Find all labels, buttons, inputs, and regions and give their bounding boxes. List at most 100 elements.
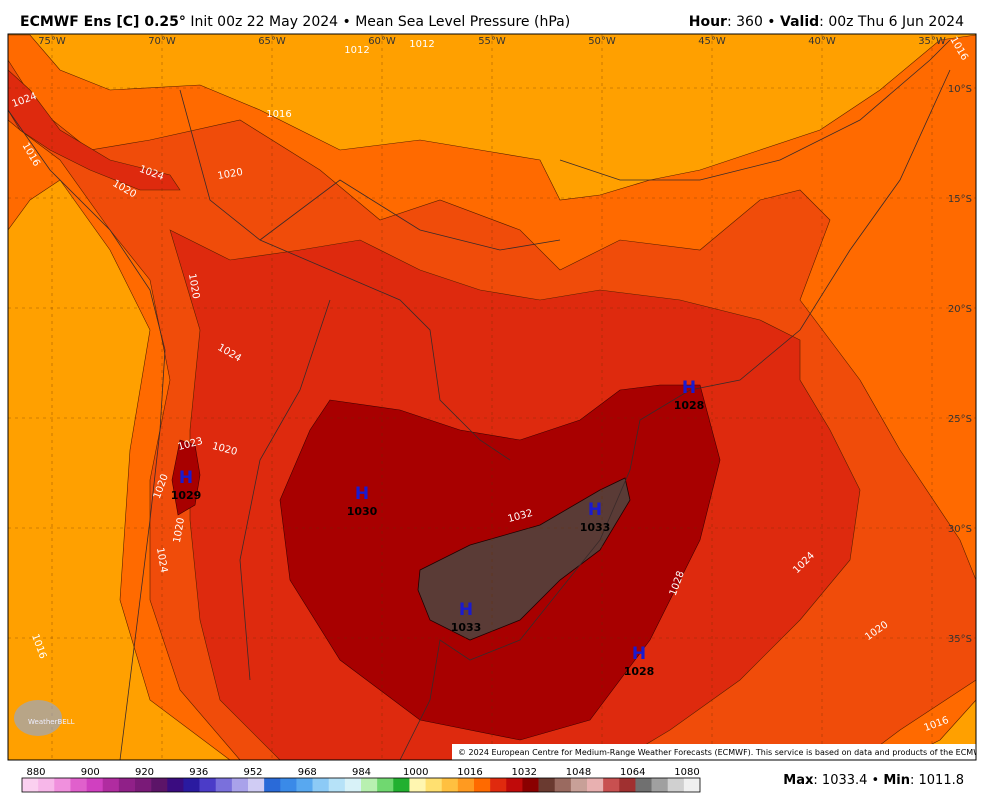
colorbar-cell (312, 778, 330, 792)
high-marker: H (682, 378, 696, 398)
min-label: Min (883, 773, 910, 788)
colorbar-label: 1080 (674, 767, 699, 778)
region-1032 (417, 477, 631, 641)
colorbar-cell (570, 778, 588, 792)
colorbar-label: 900 (81, 767, 100, 778)
colorbar-cell (167, 778, 184, 792)
colorbar-cell (215, 778, 233, 792)
max-label: Max (783, 773, 814, 788)
description: Init 00z 22 May 2024 • Mean Sea Level Pr… (190, 14, 570, 30)
colorbar-cell (683, 778, 701, 792)
longitude-label: 65°W (258, 36, 286, 47)
contour-label: 1012 (344, 45, 369, 56)
model: ECMWF Ens [C] 0.25° (20, 14, 186, 30)
min-value: : 1011.8 (910, 773, 964, 788)
colorbar-cell (102, 778, 120, 792)
colorbar-frame (21, 777, 701, 793)
high-value: 1029 (171, 489, 202, 502)
colorbar-cell (344, 778, 362, 792)
high-marker: H (355, 484, 369, 504)
colorbar-label: 1000 (403, 767, 428, 778)
longitude-label: 55°W (478, 36, 506, 47)
colorbar-cell (231, 778, 249, 792)
colorbar-cell (457, 778, 475, 792)
contour-label: 1020 (172, 517, 187, 544)
logo (14, 700, 62, 736)
map: 75°W 70°W 65°W 60°W 55°W 50°W 45°W 40°W 35°W 10°S… (8, 34, 984, 760)
colorbar-label: 1048 (566, 767, 591, 778)
colorbar-label: 920 (135, 767, 154, 778)
colorbar-cell (151, 778, 168, 792)
hour-value: : 360 • (727, 14, 780, 30)
header-left: ECMWF Ens [C] 0.25° Init 00z 22 May 2024… (20, 14, 570, 30)
colorbar-cell (554, 778, 572, 792)
latitude-label: 15°S (948, 194, 972, 205)
longitude-label: 50°W (588, 36, 616, 47)
copyright: © 2024 European Centre for Medium-Range … (458, 748, 984, 757)
latitude-label: 35°S (948, 634, 972, 645)
latitude-label: 10°S (948, 84, 972, 95)
valid-label: Valid (780, 14, 819, 30)
longitude-label: 75°W (38, 36, 66, 47)
colorbar-label: 968 (298, 767, 317, 778)
high-value: 1028 (624, 665, 655, 678)
valid-value: : 00z Thu 6 Jun 2024 (819, 14, 964, 30)
colorbar-cell (587, 778, 604, 792)
colorbar-cell (118, 778, 136, 792)
colorbar-cell (409, 778, 426, 792)
longitude-label: 60°W (368, 36, 396, 47)
footer-stats: Max: 1033.4 • Min: 1011.8 (783, 773, 964, 788)
longitude-label: 70°W (148, 36, 176, 47)
colorbar-label: 1016 (457, 767, 482, 778)
colorbar-cell (635, 778, 652, 792)
copyright-box (452, 744, 976, 760)
colorbar-cell (667, 778, 685, 792)
colorbar-label: 984 (352, 767, 371, 778)
colorbar-cell (603, 778, 620, 792)
colorbar-cell (651, 778, 669, 792)
colorbar-cell (361, 778, 378, 792)
borders (179, 89, 561, 681)
high-value: 1033 (451, 621, 482, 634)
colorbar: 880 900 920 936 952 968 984 1000 1016 1032 1048 106… (21, 767, 701, 793)
colorbar-cell (135, 778, 152, 792)
colorbar-cell (474, 778, 491, 792)
latitude-label: 20°S (948, 304, 972, 315)
hour-label: Hour (689, 14, 727, 30)
colorbar-cell (522, 778, 539, 792)
colorbar-cell (70, 778, 87, 792)
colorbar-cell (393, 778, 410, 792)
high-marker: H (459, 600, 473, 620)
graticule: 75°W 70°W 65°W 60°W 55°W 50°W 45°W 40°W 35°W 10°S… (8, 34, 976, 760)
high-value: 1028 (674, 399, 705, 412)
colorbar-cell (199, 778, 217, 792)
colorbar-cell (538, 778, 556, 792)
colorbar-cell (86, 778, 104, 792)
region-1028-andes (171, 439, 201, 516)
colorbar-cell (619, 778, 636, 792)
colorbar-cell (506, 778, 523, 792)
colorbar-label: 880 (26, 767, 45, 778)
high-marker: H (632, 644, 646, 664)
colorbar-label: 1064 (620, 767, 645, 778)
colorbar-cell (248, 778, 265, 792)
colorbar-cell (490, 778, 507, 792)
colorbar-cell (38, 778, 55, 792)
coast-east (399, 39, 951, 760)
colorbar-cell (183, 778, 200, 792)
contour-label: 1024 (154, 547, 169, 574)
latitude-label: 25°S (948, 414, 972, 425)
contour-label: 1020 (217, 167, 244, 182)
colorbar-label: 1032 (512, 767, 537, 778)
longitude-label: 45°W (698, 36, 726, 47)
high-value: 1033 (580, 521, 611, 534)
colorbar-label: 936 (189, 767, 208, 778)
max-value: : 1033.4 • (813, 773, 883, 788)
colorbar-cell (296, 778, 313, 792)
coast-west (8, 109, 166, 760)
high-marker: H (179, 468, 193, 488)
colorbar-cell (54, 778, 71, 792)
contour-label: 1012 (409, 39, 434, 50)
latitude-label: 30°S (948, 524, 972, 535)
